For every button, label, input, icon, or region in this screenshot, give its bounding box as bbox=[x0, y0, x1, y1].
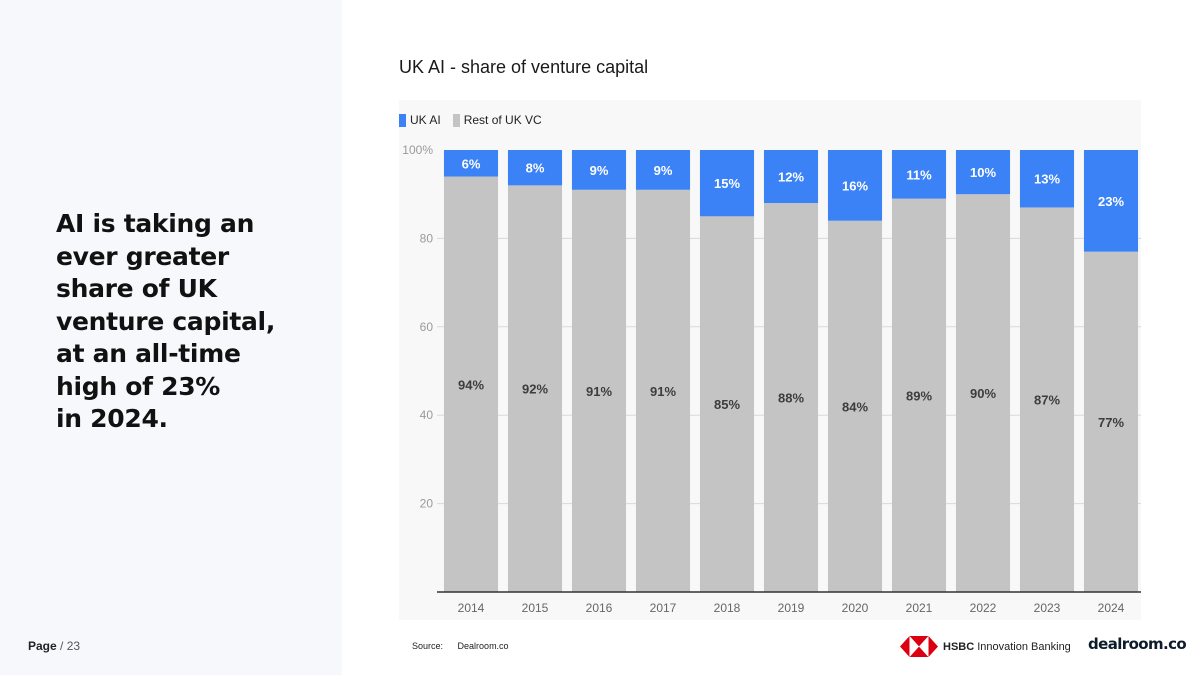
bar-rest-2017 bbox=[635, 189, 691, 592]
x-tick-label-2014: 2014 bbox=[458, 601, 485, 615]
data-label-rest-2014: 94% bbox=[458, 377, 484, 392]
left-panel bbox=[0, 0, 342, 675]
legend-item-rest-uk-vc: Rest of UK VC bbox=[452, 113, 542, 127]
bar-ai-2017 bbox=[635, 150, 691, 190]
bar-ai-2023 bbox=[1019, 150, 1075, 208]
chart-legend: UK AI Rest of UK VC bbox=[399, 113, 542, 127]
data-label-ai-2024: 23% bbox=[1098, 194, 1124, 209]
bar-ai-2022 bbox=[955, 150, 1011, 195]
hsbc-logo: HSBC Innovation Banking bbox=[900, 636, 1071, 657]
bar-rest-2022 bbox=[955, 194, 1011, 592]
data-label-rest-2023: 87% bbox=[1034, 393, 1060, 408]
data-label-ai-2019: 12% bbox=[778, 170, 804, 185]
bar-rest-2023 bbox=[1019, 207, 1075, 592]
bar-ai-2014 bbox=[443, 150, 499, 177]
legend-label-uk-ai: UK AI bbox=[410, 113, 441, 127]
page-num: 23 bbox=[66, 639, 81, 653]
data-label-rest-2021: 89% bbox=[906, 388, 932, 403]
bar-rest-2024 bbox=[1083, 251, 1139, 592]
legend-label-rest-uk-vc: Rest of UK VC bbox=[463, 113, 542, 127]
page-separator: / bbox=[60, 639, 64, 653]
headline: AI is taking an ever greater share of UK… bbox=[56, 209, 276, 433]
data-label-ai-2023: 13% bbox=[1034, 172, 1060, 187]
x-tick-label-2021: 2021 bbox=[906, 601, 933, 615]
hsbc-hexagon-icon bbox=[900, 636, 938, 657]
bar-ai-2016 bbox=[571, 150, 627, 190]
data-label-rest-2022: 90% bbox=[970, 386, 996, 401]
data-label-ai-2016: 9% bbox=[590, 163, 609, 178]
x-tick-label-2016: 2016 bbox=[586, 601, 613, 615]
data-label-rest-2015: 92% bbox=[522, 382, 548, 397]
data-label-rest-2016: 91% bbox=[586, 384, 612, 399]
chart-title: UK AI - share of venture capital bbox=[399, 57, 649, 77]
data-label-ai-2015: 8% bbox=[526, 161, 545, 176]
bar-rest-2016 bbox=[571, 189, 627, 592]
x-tick-label-2020: 2020 bbox=[842, 601, 869, 615]
bar-rest-2020 bbox=[827, 220, 883, 592]
y-tick-label-20: 20 bbox=[420, 497, 434, 511]
x-tick-label-2015: 2015 bbox=[522, 601, 549, 615]
bar-ai-2015 bbox=[507, 150, 563, 186]
x-tick-label-2017: 2017 bbox=[650, 601, 677, 615]
data-label-ai-2022: 10% bbox=[970, 165, 996, 180]
y-tick-label-100: 100% bbox=[402, 143, 433, 157]
data-label-rest-2018: 85% bbox=[714, 397, 740, 412]
source-label: Source: bbox=[412, 641, 444, 651]
bar-rest-2015 bbox=[507, 185, 563, 593]
legend-swatch-rest-uk-vc bbox=[452, 113, 460, 127]
legend-item-uk-ai: UK AI bbox=[399, 113, 441, 127]
data-label-ai-2020: 16% bbox=[842, 178, 868, 193]
data-label-rest-2024: 77% bbox=[1098, 415, 1124, 430]
page-word: Page bbox=[28, 639, 57, 653]
bar-rest-2021 bbox=[891, 198, 947, 592]
bar-ai-2020 bbox=[827, 150, 883, 221]
page-number: Page / 23 bbox=[28, 639, 80, 653]
data-label-ai-2014: 6% bbox=[462, 156, 481, 171]
data-label-rest-2019: 88% bbox=[778, 391, 804, 406]
x-tick-label-2023: 2023 bbox=[1034, 601, 1061, 615]
bar-ai-2021 bbox=[891, 150, 947, 199]
x-tick-label-2024: 2024 bbox=[1098, 601, 1125, 615]
data-label-rest-2017: 91% bbox=[650, 384, 676, 399]
x-tick-label-2019: 2019 bbox=[778, 601, 805, 615]
y-tick-label-80: 80 bbox=[420, 231, 434, 245]
bar-rest-2018 bbox=[699, 216, 755, 593]
x-tick-label-2022: 2022 bbox=[970, 601, 997, 615]
bar-ai-2024 bbox=[1083, 150, 1139, 252]
y-tick-label-60: 60 bbox=[420, 320, 434, 334]
legend-swatch-uk-ai bbox=[399, 113, 406, 127]
y-tick-label-40: 40 bbox=[420, 408, 434, 422]
dealroom-logo: dealroom.co bbox=[1088, 635, 1187, 653]
bar-ai-2018 bbox=[699, 150, 755, 217]
hsbc-wordmark: HSBC Innovation Banking bbox=[943, 640, 1071, 653]
x-tick-label-2018: 2018 bbox=[714, 601, 741, 615]
data-label-ai-2018: 15% bbox=[714, 176, 740, 191]
source-value: Dealroom.co bbox=[457, 641, 509, 651]
bar-rest-2019 bbox=[763, 203, 819, 593]
data-label-ai-2021: 11% bbox=[906, 167, 932, 182]
data-label-rest-2020: 84% bbox=[842, 399, 868, 414]
source-note: Source: Dealroom.co bbox=[412, 641, 509, 651]
data-label-ai-2017: 9% bbox=[654, 163, 673, 178]
bar-ai-2019 bbox=[763, 150, 819, 204]
bar-rest-2014 bbox=[443, 176, 499, 592]
